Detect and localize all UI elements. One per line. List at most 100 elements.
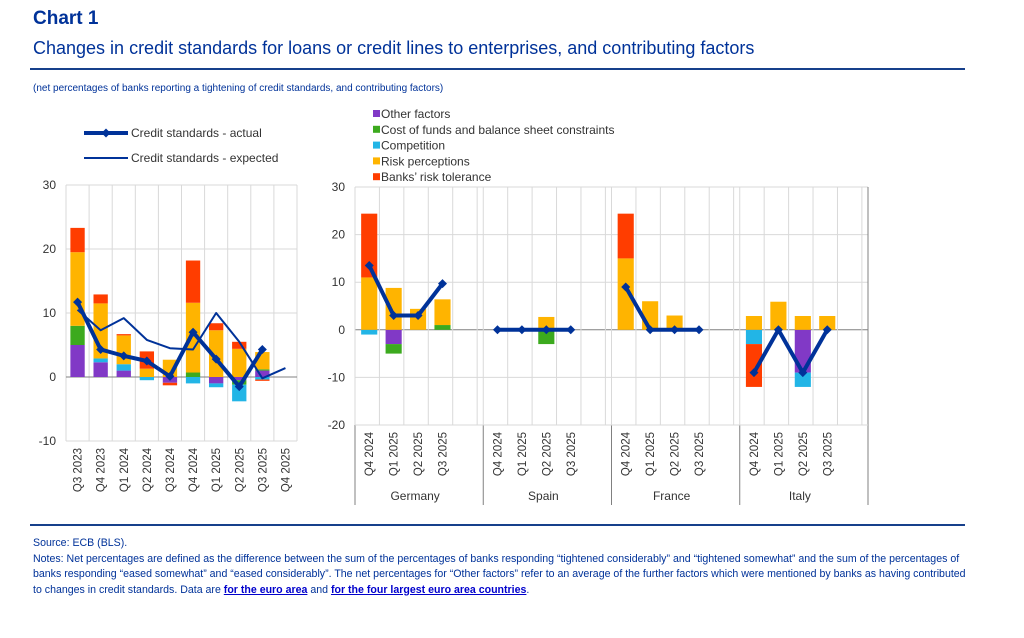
left-bar-risk-tolerance: [116, 334, 131, 336]
legend-swatch-other-factors: [373, 110, 380, 117]
left-x-tick-label: Q4 2025: [280, 448, 292, 492]
right-bar-spain-cost-of-funds: [538, 329, 555, 345]
left-bar-other-factors: [116, 370, 131, 377]
right-x-tick-label: Q2 2025: [413, 432, 425, 476]
right-bar-germany-risk-perceptions: [385, 287, 402, 330]
actual-marker: [211, 354, 221, 364]
right-x-tick-label: Q2 2025: [670, 432, 682, 476]
right-x-tick-label: Q1 2025: [389, 432, 401, 476]
actual-marker: [566, 325, 576, 335]
left-bar-other-factors: [232, 377, 247, 381]
left-bar-risk-tolerance: [70, 227, 85, 253]
right-x-tick-label: Q3 2025: [694, 432, 706, 476]
right-bar-france-risk-tolerance: [617, 213, 634, 259]
right-x-tick-label: Q3 2025: [566, 432, 578, 476]
right-bar-italy-competition: [745, 329, 763, 345]
actual-marker: [670, 325, 680, 335]
right-x-tick-label: Q1 2025: [645, 432, 657, 476]
left-x-tick-label: Q4 2024: [188, 447, 200, 492]
left-x-tick-label: Q3 2024: [165, 447, 177, 492]
right-x-tick-label: Q2 2025: [541, 432, 553, 476]
right-bar-germany-cost-of-funds: [434, 325, 451, 330]
actual-marker: [165, 371, 175, 381]
actual-marker: [234, 382, 244, 392]
actual-marker: [541, 325, 551, 335]
right-bar-germany-risk-perceptions: [434, 299, 451, 326]
actual-marker: [822, 325, 832, 335]
left-bar-other-factors: [93, 362, 108, 377]
left-y-tick-label: 30: [43, 178, 57, 192]
left-bar-risk-tolerance: [255, 379, 270, 381]
right-x-tick-label: Q1 2025: [517, 432, 529, 476]
right-bar-italy-risk-perceptions: [770, 301, 787, 330]
left-bar-cost-of-funds: [185, 372, 201, 377]
line-actual-germany: [367, 264, 445, 318]
left-bar-other-factors: [70, 345, 85, 377]
legend-bar-label: Competition: [381, 139, 445, 153]
group-label-france: France: [653, 489, 691, 503]
legend-line-label: Credit standards - expected: [131, 151, 278, 165]
right-bar-italy-risk-perceptions: [794, 315, 811, 330]
chart-number: Chart 1: [33, 8, 99, 29]
left-y-tick-label: 0: [49, 370, 56, 384]
legend-swatch-risk-perceptions: [373, 157, 380, 165]
notes-body: Notes: Net percentages are defined as th…: [33, 552, 966, 596]
actual-marker: [798, 368, 808, 378]
left-y-tick-label: 10: [43, 306, 57, 320]
left-bar-cost-of-funds: [70, 325, 85, 345]
right-x-tick-label: Q1 2025: [773, 432, 785, 476]
actual-marker: [96, 344, 106, 354]
right-y-tick-label: 30: [332, 180, 346, 194]
left-y-tick-label: 20: [43, 242, 57, 256]
right-bar-france-risk-perceptions: [666, 315, 683, 330]
left-x-tick-label: Q3 2023: [73, 448, 85, 492]
actual-marker: [119, 351, 129, 361]
countries-link[interactable]: for the four largest euro area countries: [330, 583, 527, 596]
right-bar-france-risk-perceptions: [617, 258, 634, 330]
legend-line-label: Credit standards - actual: [131, 126, 262, 140]
left-bar-risk-tolerance: [208, 323, 224, 331]
left-bar-other-factors: [255, 370, 270, 377]
euro-area-link[interactable]: for the euro area: [223, 583, 308, 596]
right-bar-germany-risk-tolerance: [361, 213, 378, 278]
left-bar-other-factors: [208, 377, 224, 384]
left-x-tick-label: Q1 2025: [211, 448, 223, 492]
notes-and: and: [307, 583, 331, 596]
left-bar-risk-perceptions: [139, 368, 155, 377]
right-y-tick-label: 20: [332, 228, 346, 242]
left-bar-competition: [93, 358, 108, 363]
actual-marker: [257, 344, 267, 354]
left-bar-risk-tolerance: [162, 382, 178, 386]
left-bar-risk-perceptions: [232, 348, 247, 377]
actual-marker: [645, 325, 655, 335]
actual-marker: [389, 311, 399, 321]
group-label-italy: Italy: [789, 489, 811, 503]
right-bar-italy-competition: [794, 372, 811, 387]
right-bar-spain-risk-perceptions: [538, 316, 555, 330]
left-bar-competition: [185, 377, 201, 384]
actual-marker: [142, 356, 152, 366]
right-bar-germany-cost-of-funds: [385, 344, 402, 354]
legend-bar-label: Cost of funds and balance sheet constrai…: [381, 123, 614, 137]
notes-text: Notes: Net percentages are defined as th…: [33, 552, 973, 599]
actual-marker: [73, 297, 83, 307]
legend-marker-icon: [101, 128, 111, 138]
right-bar-germany-other-factors: [385, 329, 402, 345]
left-x-tick-label: Q2 2025: [234, 448, 246, 492]
left-bar-competition: [208, 383, 224, 388]
legend-bar-label: Risk perceptions: [381, 154, 470, 168]
footer-notes: Source: ECB (BLS). Notes: Net percentage…: [33, 536, 973, 598]
left-bar-risk-tolerance: [93, 294, 108, 304]
source-text: Source: ECB (BLS).: [33, 537, 128, 549]
actual-marker: [188, 327, 198, 337]
actual-marker: [492, 325, 502, 335]
actual-marker: [413, 311, 423, 321]
left-y-tick-label: -10: [39, 434, 57, 448]
actual-marker: [438, 279, 447, 289]
left-bar-competition: [116, 364, 131, 371]
right-bar-italy-risk-perceptions: [745, 315, 763, 330]
right-y-tick-label: 0: [338, 323, 345, 337]
right-bar-germany-risk-perceptions: [361, 277, 378, 330]
legend-bar-label: Banks’ risk tolerance: [381, 170, 492, 184]
left-bar-risk-tolerance: [185, 260, 201, 303]
